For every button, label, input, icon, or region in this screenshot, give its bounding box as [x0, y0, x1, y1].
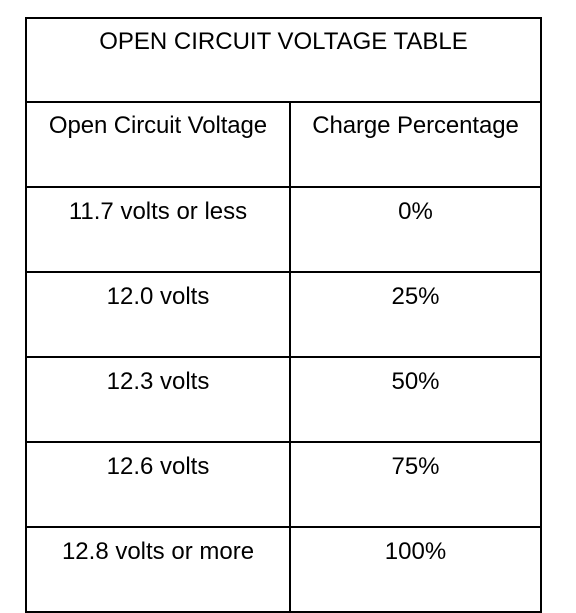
voltage-cell: 12.0 volts	[25, 271, 291, 358]
table-row: 11.7 volts or less 0%	[25, 186, 542, 273]
table-header-row: Open Circuit Voltage Charge Percentage	[25, 101, 542, 188]
charge-cell: 50%	[289, 356, 542, 443]
table-row: 12.3 volts 50%	[25, 356, 542, 443]
charge-cell: 25%	[289, 271, 542, 358]
table-row: 12.6 volts 75%	[25, 441, 542, 528]
voltage-cell: 12.3 volts	[25, 356, 291, 443]
charge-cell: 100%	[289, 526, 542, 613]
table-row: 12.0 volts 25%	[25, 271, 542, 358]
table-title-row: OPEN CIRCUIT VOLTAGE TABLE	[25, 17, 542, 103]
voltage-cell: 12.6 volts	[25, 441, 291, 528]
table-title: OPEN CIRCUIT VOLTAGE TABLE	[25, 17, 542, 103]
voltage-cell: 11.7 volts or less	[25, 186, 291, 273]
column-header-charge: Charge Percentage	[289, 101, 542, 188]
voltage-table-body: OPEN CIRCUIT VOLTAGE TABLE Open Circuit …	[25, 17, 542, 613]
voltage-table: OPEN CIRCUIT VOLTAGE TABLE Open Circuit …	[25, 17, 542, 613]
table-row: 12.8 volts or more 100%	[25, 526, 542, 613]
charge-cell: 75%	[289, 441, 542, 528]
column-header-voltage: Open Circuit Voltage	[25, 101, 291, 188]
charge-cell: 0%	[289, 186, 542, 273]
voltage-cell: 12.8 volts or more	[25, 526, 291, 613]
